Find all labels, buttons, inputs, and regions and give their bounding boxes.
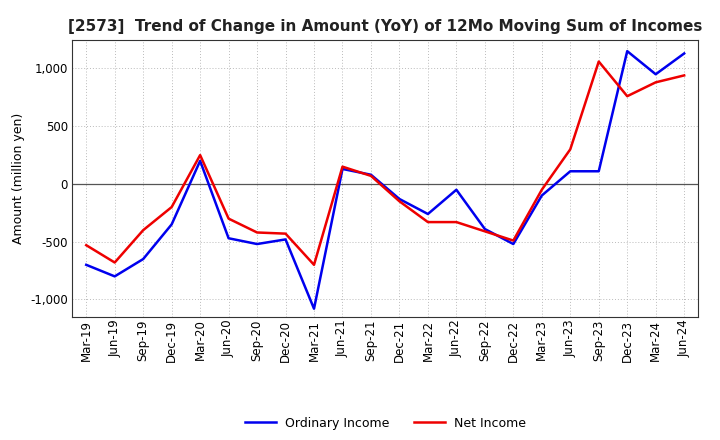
Ordinary Income (366, 172, 375, 177)
Ordinary Income (282, 237, 290, 242)
Net Income (253, 230, 261, 235)
Ordinary Income (338, 166, 347, 172)
Net Income (452, 220, 461, 225)
Net Income (680, 73, 688, 78)
Net Income (595, 59, 603, 64)
Net Income (282, 231, 290, 236)
Legend: Ordinary Income, Net Income: Ordinary Income, Net Income (240, 412, 531, 435)
Ordinary Income (253, 242, 261, 247)
Y-axis label: Amount (million yen): Amount (million yen) (12, 113, 24, 244)
Ordinary Income (566, 169, 575, 174)
Net Income (423, 220, 432, 225)
Net Income (225, 216, 233, 221)
Net Income (652, 80, 660, 85)
Ordinary Income (82, 262, 91, 268)
Title: [2573]  Trend of Change in Amount (YoY) of 12Mo Moving Sum of Incomes: [2573] Trend of Change in Amount (YoY) o… (68, 19, 703, 34)
Ordinary Income (225, 236, 233, 241)
Net Income (480, 229, 489, 234)
Net Income (310, 262, 318, 268)
Ordinary Income (310, 306, 318, 312)
Ordinary Income (480, 226, 489, 231)
Net Income (82, 242, 91, 248)
Line: Net Income: Net Income (86, 62, 684, 265)
Net Income (566, 147, 575, 152)
Net Income (623, 94, 631, 99)
Net Income (167, 205, 176, 210)
Ordinary Income (167, 222, 176, 227)
Ordinary Income (452, 187, 461, 192)
Net Income (366, 173, 375, 179)
Ordinary Income (110, 274, 119, 279)
Ordinary Income (680, 51, 688, 56)
Ordinary Income (395, 196, 404, 202)
Net Income (139, 227, 148, 233)
Ordinary Income (423, 211, 432, 216)
Net Income (509, 238, 518, 243)
Ordinary Income (509, 242, 518, 247)
Ordinary Income (595, 169, 603, 174)
Net Income (537, 187, 546, 192)
Net Income (110, 260, 119, 265)
Ordinary Income (196, 158, 204, 164)
Ordinary Income (537, 193, 546, 198)
Net Income (196, 152, 204, 158)
Ordinary Income (139, 257, 148, 262)
Line: Ordinary Income: Ordinary Income (86, 51, 684, 309)
Net Income (395, 199, 404, 204)
Net Income (338, 164, 347, 169)
Ordinary Income (652, 72, 660, 77)
Ordinary Income (623, 48, 631, 54)
